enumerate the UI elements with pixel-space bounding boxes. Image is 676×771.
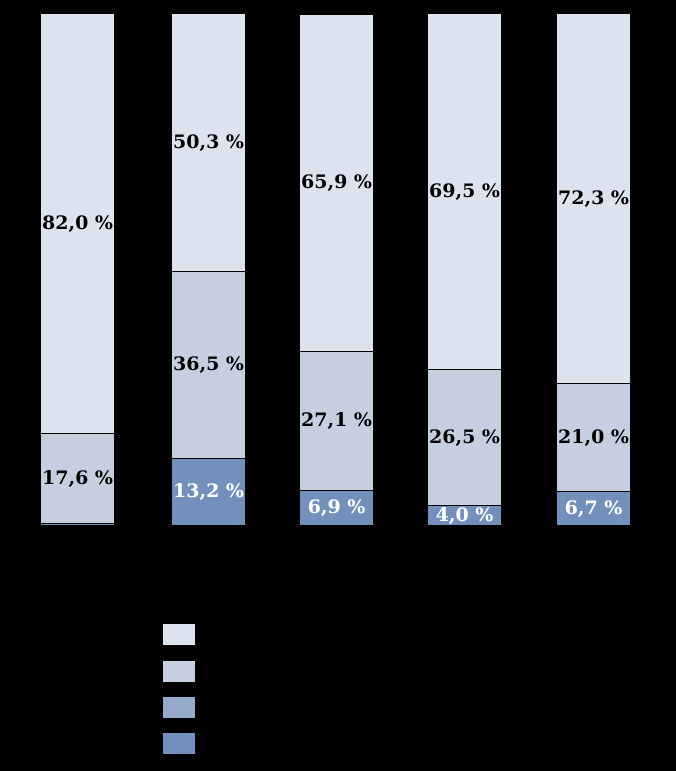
bar-1-segment-dark <box>41 522 114 525</box>
data-label: 26,5 % <box>429 425 500 448</box>
bar-3: 65,9 % 27,1 % 6,9 % <box>300 14 373 525</box>
data-label: 69,5 % <box>429 180 500 203</box>
bar-2-segment-lightest: 50,3 % <box>172 14 245 272</box>
data-label: 50,3 % <box>173 131 244 154</box>
legend-swatch-segment-dark <box>163 733 195 754</box>
legend-swatch-segment-lightest <box>163 624 195 645</box>
data-label: 21,0 % <box>558 426 629 449</box>
data-label: 65,9 % <box>301 171 372 194</box>
bar-5-segment-dark: 6,7 % <box>557 490 630 525</box>
data-label: 4,0 % <box>435 503 494 526</box>
bar-1-segment-lightest: 82,0 % <box>41 14 114 434</box>
data-label: 36,5 % <box>173 353 244 376</box>
bar-2-segment-dark: 13,2 % <box>172 457 245 525</box>
bar-3-segment-light: 27,1 % <box>300 351 373 490</box>
bar-5-segment-light: 21,0 % <box>557 383 630 491</box>
bar-3-segment-lightest: 65,9 % <box>300 14 373 352</box>
data-label: 82,0 % <box>42 212 113 234</box>
legend-swatch-segment-medium <box>163 697 195 718</box>
bar-5: 72,3 % 21,0 % 6,7 % <box>557 14 630 525</box>
data-label: 6,7 % <box>564 496 623 519</box>
bar-1: 82,0 % 17,6 % <box>41 14 114 525</box>
data-label: 13,2 % <box>173 480 244 503</box>
data-label: 27,1 % <box>301 409 372 432</box>
bar-4-segment-light: 26,5 % <box>428 369 501 505</box>
data-label: 72,3 % <box>558 187 629 210</box>
bar-4-segment-dark: 4,0 % <box>428 503 501 526</box>
bar-4: 69,5 % 26,5 % 4,0 % <box>428 14 501 525</box>
bar-4-segment-lightest: 69,5 % <box>428 14 501 370</box>
bar-5-segment-lightest: 72,3 % <box>557 14 630 384</box>
bar-3-segment-dark: 6,9 % <box>300 489 373 525</box>
bar-2-segment-light: 36,5 % <box>172 271 245 458</box>
legend-swatch-segment-light <box>163 661 195 682</box>
bar-2: 50,3 % 36,5 % 13,2 % <box>172 14 245 525</box>
data-label: 6,9 % <box>307 496 366 519</box>
bar-1-segment-light: 17,6 % <box>41 433 114 523</box>
data-label: 17,6 % <box>42 466 113 489</box>
